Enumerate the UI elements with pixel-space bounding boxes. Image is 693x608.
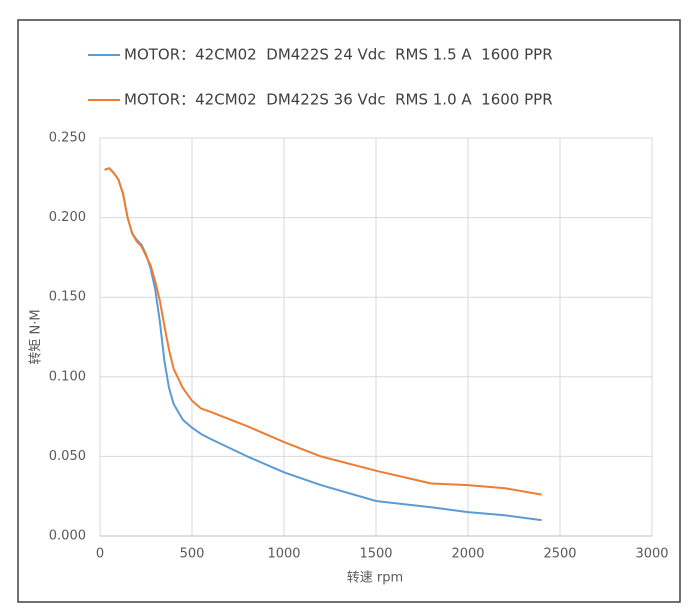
- x-tick-label: 2500: [543, 547, 576, 562]
- x-tick-label: 1000: [267, 547, 300, 562]
- y-tick-label: 0.200: [49, 210, 86, 225]
- x-tick-label: 0: [96, 547, 104, 562]
- legend-label: MOTOR：42CM02 DM422S 36 Vdc RMS 1.0 A 160…: [124, 91, 553, 109]
- y-tick-label: 0.000: [49, 529, 86, 544]
- x-tick-label: 1500: [359, 547, 392, 562]
- y-axis-label: 转矩 N·M: [29, 309, 44, 364]
- y-tick-label: 0.050: [49, 449, 86, 464]
- series-line: [104, 167, 542, 496]
- y-tick-label: 0.250: [49, 131, 86, 146]
- chart-frame: [17, 19, 681, 603]
- x-tick-label: 3000: [635, 547, 668, 562]
- x-tick-label: 2000: [451, 547, 484, 562]
- y-tick-label: 0.100: [49, 369, 86, 384]
- x-tick-label: 500: [180, 547, 205, 562]
- x-axis-label: 转速 rpm: [347, 571, 403, 586]
- legend-label: MOTOR：42CM02 DM422S 24 Vdc RMS 1.5 A 160…: [124, 46, 553, 64]
- y-tick-label: 0.150: [49, 290, 86, 305]
